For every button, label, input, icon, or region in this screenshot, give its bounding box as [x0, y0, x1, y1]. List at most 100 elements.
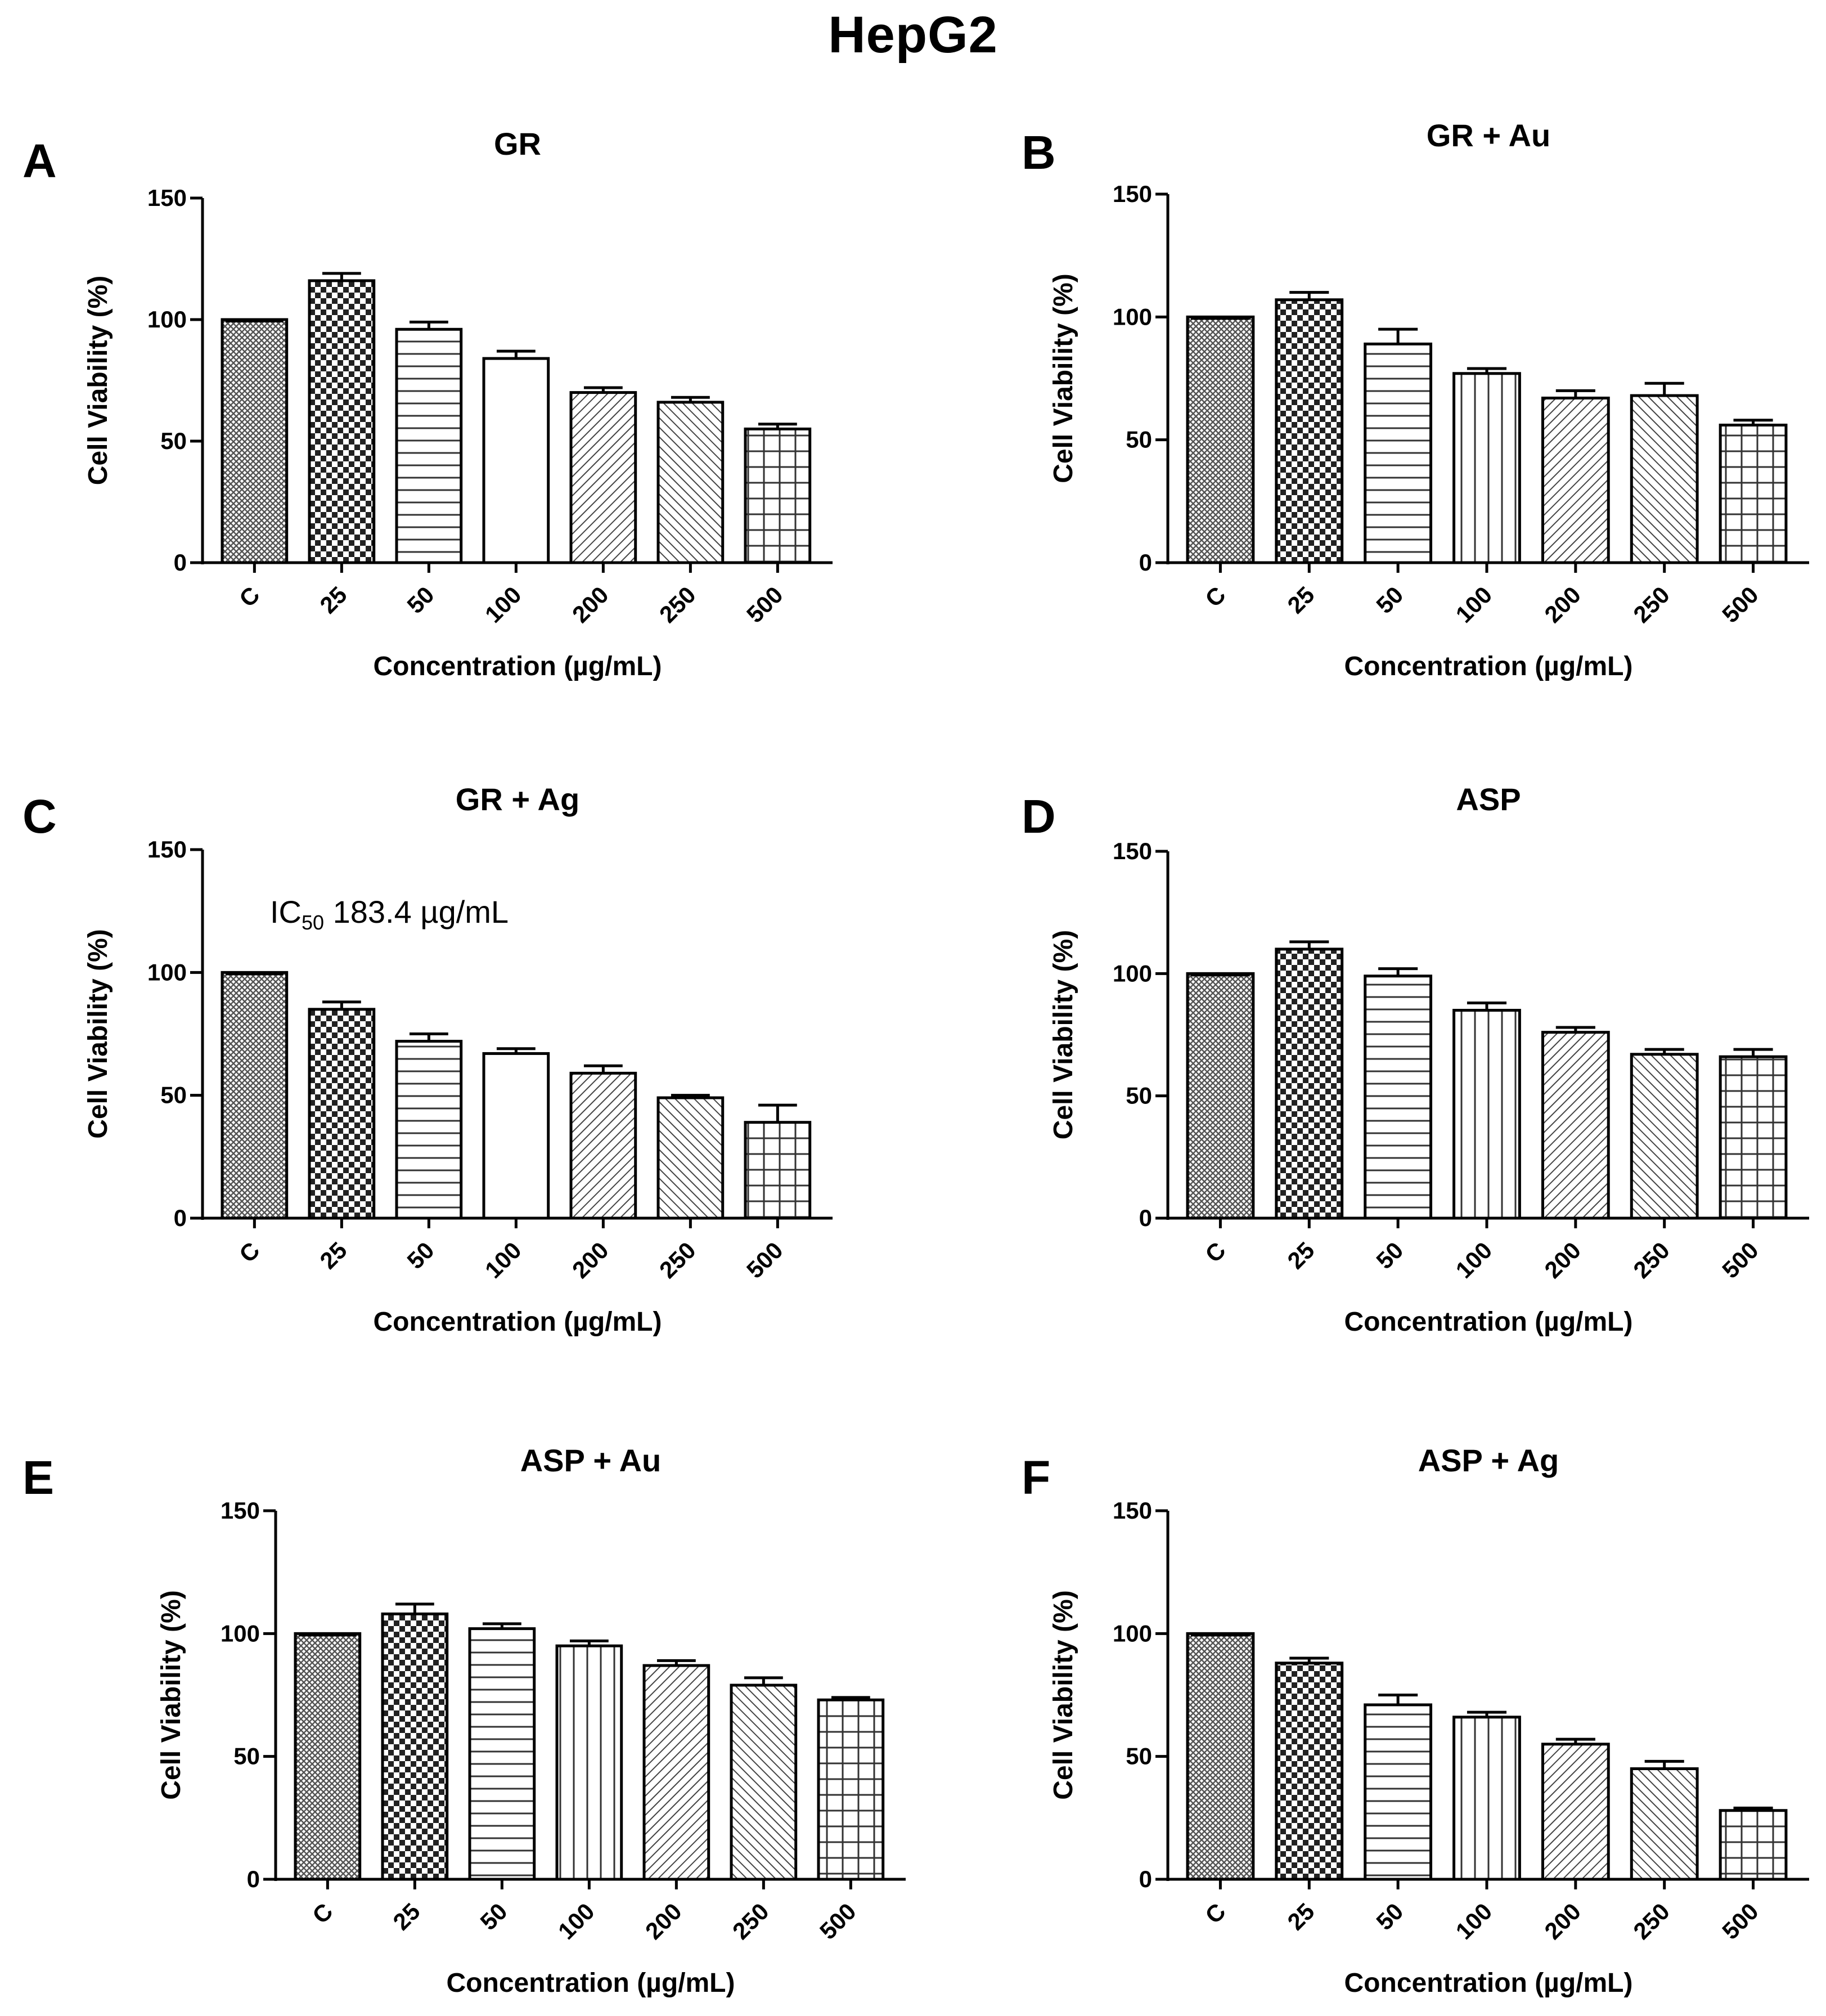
x-tick-label: 50 — [1371, 1237, 1408, 1274]
panel-a: A GR Cell Viability (%) 0 50 100 150 C 25 50 100 20… — [0, 113, 911, 765]
error-bar-25 — [1289, 291, 1329, 300]
error-bar-500 — [1733, 1806, 1773, 1811]
bar-200 — [1541, 1743, 1610, 1881]
y-tick-label: 150 — [1113, 838, 1152, 864]
error-bar-25 — [1289, 940, 1329, 949]
bar-250 — [656, 1096, 725, 1220]
error-bar-50 — [409, 320, 448, 330]
x-tick-label: C — [1200, 581, 1231, 612]
bar-500 — [1719, 1809, 1788, 1881]
y-tick-label: 0 — [174, 1205, 187, 1231]
y-axis-label: Cell Viability (%) — [1049, 1590, 1078, 1800]
bar-250 — [656, 401, 725, 564]
chart-title: ASP — [1456, 782, 1521, 817]
error-bar-50 — [1378, 967, 1418, 976]
bar-C — [221, 971, 289, 1220]
panel-letter: E — [23, 1451, 54, 1504]
figure-title: HepG2 — [828, 6, 998, 64]
y-axis-label: Cell Viability (%) — [1049, 930, 1078, 1140]
error-bar-250 — [1644, 381, 1684, 396]
bar-50 — [395, 1040, 463, 1220]
bar-chart-c: C GR + Ag Cell Viability (%) 0 50 100 150 C 25 50… — [23, 782, 833, 1337]
x-tick-label: 500 — [1717, 1237, 1764, 1283]
x-tick-label: C — [1200, 1898, 1231, 1929]
x-axis-label: Concentration (µg/mL) — [374, 652, 662, 681]
x-tick-label: 250 — [1628, 1237, 1675, 1283]
error-bar-250 — [1644, 1048, 1684, 1054]
bar-250 — [1630, 1767, 1699, 1881]
x-tick-label: 500 — [815, 1898, 861, 1945]
error-bar-100 — [569, 1639, 609, 1646]
error-bar-50 — [1378, 1694, 1418, 1705]
error-bar-100 — [496, 349, 536, 359]
error-bar-25 — [322, 272, 361, 281]
error-bar-500 — [758, 423, 797, 429]
bar-chart-f: F ASP + Ag Cell Viability (%) 0 50 100 150 C 25 5… — [1022, 1443, 1809, 1998]
y-tick-label: 50 — [1126, 426, 1152, 453]
x-axis-label: Concentration (µg/mL) — [1344, 1307, 1633, 1337]
bar-25 — [308, 1008, 376, 1220]
x-tick-label: 250 — [1628, 1898, 1675, 1945]
x-tick-label: 200 — [567, 581, 614, 628]
y-tick-label: 0 — [247, 1866, 260, 1892]
bar-500 — [744, 427, 812, 564]
x-tick-label: 500 — [1717, 1898, 1764, 1945]
y-tick-label: 150 — [1113, 1497, 1152, 1524]
y-axis-label: Cell Viability (%) — [83, 929, 113, 1139]
panel-letter: F — [1022, 1451, 1050, 1504]
y-tick-label: 50 — [233, 1743, 260, 1770]
ic50-annotation: IC50 183.4 µg/mL — [270, 894, 509, 934]
panel-f: F ASP + Ag Cell Viability (%) 0 50 100 150 C 25 5… — [915, 1362, 1826, 2014]
y-tick-label: 150 — [147, 836, 187, 863]
bar-500 — [1719, 423, 1788, 564]
x-tick-label: 250 — [1628, 581, 1675, 628]
error-bar-200 — [1555, 389, 1595, 398]
bar-chart-a: A GR Cell Viability (%) 0 50 100 150 C 25 50 100 20… — [23, 126, 833, 681]
bar-C — [294, 1632, 362, 1881]
panel-b: B GR + Au Cell Viability (%) 0 50 100 150 C 25 50… — [915, 113, 1826, 765]
error-bar-50 — [1378, 327, 1418, 344]
panel-e: E ASP + Au Cell Viability (%) 0 50 100 150 C 25 5… — [0, 1362, 911, 2014]
error-bar-25 — [1289, 1656, 1329, 1663]
x-tick-label: 500 — [1717, 581, 1764, 628]
x-tick-label: 50 — [402, 581, 439, 618]
x-tick-label: 200 — [1539, 1237, 1586, 1283]
x-tick-label: 50 — [475, 1898, 512, 1935]
bar-200 — [1541, 396, 1610, 564]
y-tick-label: 100 — [1113, 960, 1152, 986]
x-tick-label: 100 — [480, 1237, 527, 1283]
x-tick-label: 100 — [1451, 1237, 1497, 1283]
x-tick-label: 200 — [1539, 1898, 1586, 1945]
x-tick-label: 500 — [741, 1237, 788, 1283]
chart-title: GR — [494, 126, 541, 161]
x-axis-label: Concentration (µg/mL) — [1344, 652, 1633, 681]
bar-250 — [730, 1683, 798, 1881]
y-tick-label: 50 — [1126, 1743, 1152, 1770]
bar-25 — [381, 1612, 449, 1881]
x-tick-label: 25 — [314, 1237, 352, 1274]
bar-500 — [817, 1698, 885, 1881]
bar-C — [1186, 972, 1255, 1220]
y-tick-label: 100 — [1113, 1620, 1152, 1646]
x-axis-label: Concentration (µg/mL) — [447, 1968, 735, 1998]
x-axis-label: Concentration (µg/mL) — [374, 1307, 662, 1337]
x-tick-label: 200 — [640, 1898, 687, 1945]
error-bar-200 — [583, 386, 623, 393]
bar-chart-e: E ASP + Au Cell Viability (%) 0 50 100 150 C 25 5… — [23, 1443, 906, 1998]
y-tick-label: 0 — [1139, 1205, 1152, 1231]
error-bar-500 — [831, 1696, 870, 1700]
x-tick-label: 25 — [1282, 1898, 1319, 1935]
bar-100 — [1452, 1009, 1521, 1220]
y-tick-label: 50 — [160, 428, 187, 454]
bar-200 — [569, 1071, 637, 1220]
y-tick-label: 150 — [1113, 181, 1152, 207]
y-tick-label: 50 — [1126, 1083, 1152, 1109]
y-tick-label: 100 — [147, 959, 187, 985]
bar-100 — [1452, 1716, 1521, 1881]
bar-chart-d: D ASP Cell Viability (%) 0 50 100 150 C 25 50 100 2… — [1022, 782, 1809, 1337]
x-tick-label: 200 — [1539, 581, 1586, 628]
error-bar-500 — [1733, 1048, 1773, 1057]
x-tick-label: 100 — [553, 1898, 600, 1945]
bar-500 — [1719, 1055, 1788, 1220]
chart-title: GR + Ag — [456, 782, 579, 817]
